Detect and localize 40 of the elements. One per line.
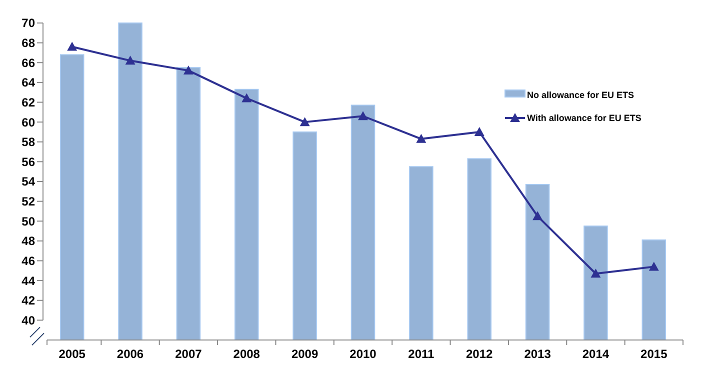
y-tick-label: 60 [22,115,36,130]
x-tick-label: 2007 [175,347,202,361]
y-tick-label: 50 [22,214,36,228]
x-tick-label: 2012 [466,347,494,361]
point [183,66,194,75]
x-tick-label: 2008 [233,347,260,361]
point [532,211,543,220]
y-tick-label: 42 [22,294,36,308]
x-tick-label: 2014 [582,347,610,361]
y-tick-label: 40 [22,313,36,328]
point [67,42,78,51]
y-tick-label: 64 [22,76,36,90]
y-tick-label: 62 [22,95,36,110]
y-tick-label: 54 [22,174,36,189]
legend-label: No allowance for EU ETS [527,90,634,100]
y-tick-label: 66 [22,56,36,70]
x-tick-label: 2009 [291,347,318,361]
point [648,262,659,271]
y-tick-label: 46 [22,254,36,268]
point [590,268,601,278]
y-tick-label: 68 [22,36,36,50]
point [474,126,484,136]
y-tick-label: 52 [22,194,36,209]
x-tick-label: 2013 [524,347,552,361]
y-tick-label: 48 [22,234,36,248]
point [358,111,368,120]
point [242,93,252,102]
x-tick-label: 2010 [350,347,377,361]
point [125,56,136,65]
x-tick-label: 2015 [640,347,668,361]
point [416,134,426,143]
x-tick-label: 2006 [116,347,144,361]
y-tick-label: 56 [22,154,36,169]
x-tick-label: 2011 [408,347,435,361]
y-tick-label: 44 [22,274,36,288]
legend-label: With allowance for EU ETS [527,113,642,124]
point [300,117,310,126]
x-tick-label: 2005 [58,347,86,361]
y-tick-label: 70 [22,16,36,30]
y-tick-label: 58 [22,135,36,150]
